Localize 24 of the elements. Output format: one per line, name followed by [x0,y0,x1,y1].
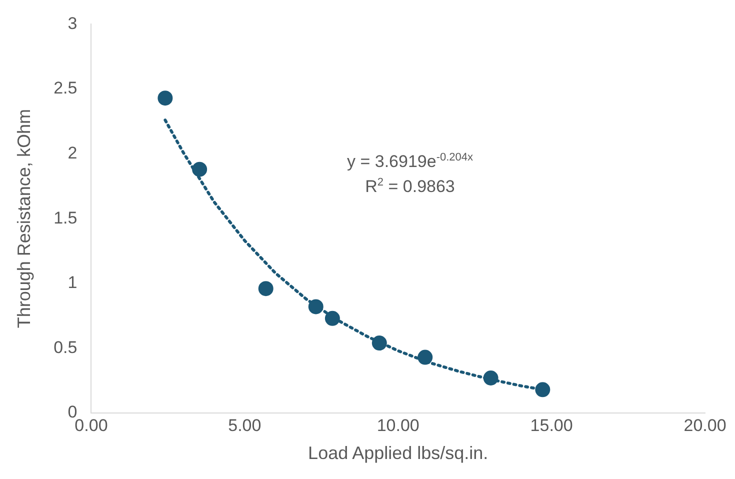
x-tick-label: 15.00 [530,416,573,435]
y-tick-label: 1.5 [54,208,78,228]
y-tick-label: 2.5 [54,78,78,98]
y-tick-label: 1 [68,273,78,292]
x-tick-label: 10.00 [376,416,420,435]
y-axis-title: Through Resistance, kOhm [14,109,34,328]
x-tick-label: 20.00 [684,416,726,435]
point [158,90,173,106]
point [324,310,340,326]
y-tick-label: 3 [68,14,78,33]
annotation: y = 3.6919e$^{-0.204x}$ [346,150,474,173]
point [258,281,274,296]
x-tick-label: 0.00 [74,416,108,435]
y-tick-label: 2 [68,143,78,162]
point [483,370,498,386]
point [418,350,433,365]
point [192,162,208,177]
point [535,382,550,398]
annotation: R$^{2}$ = 0.9863 [364,174,456,198]
x-axis-title: Load Applied lbs/sq.in. [308,443,488,464]
x-tick-label: 5.00 [228,416,262,435]
point [308,299,324,314]
y-tick-label: 0.5 [54,338,78,357]
point [372,336,387,351]
